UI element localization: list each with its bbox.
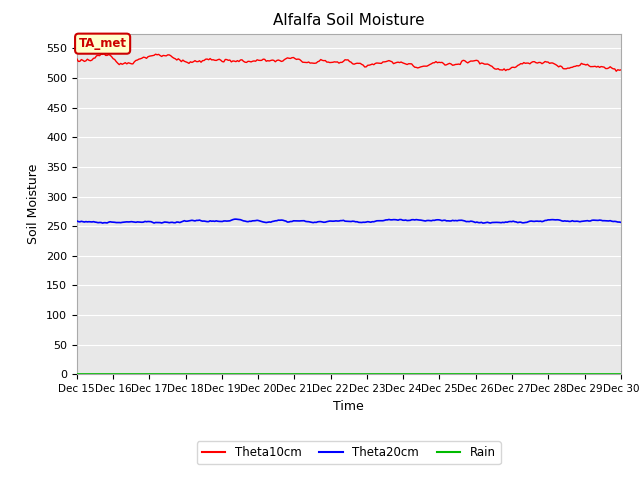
X-axis label: Time: Time (333, 400, 364, 413)
Y-axis label: Soil Moisture: Soil Moisture (28, 164, 40, 244)
Title: Alfalfa Soil Moisture: Alfalfa Soil Moisture (273, 13, 424, 28)
Legend: Theta10cm, Theta20cm, Rain: Theta10cm, Theta20cm, Rain (197, 442, 500, 464)
Text: TA_met: TA_met (79, 37, 127, 50)
